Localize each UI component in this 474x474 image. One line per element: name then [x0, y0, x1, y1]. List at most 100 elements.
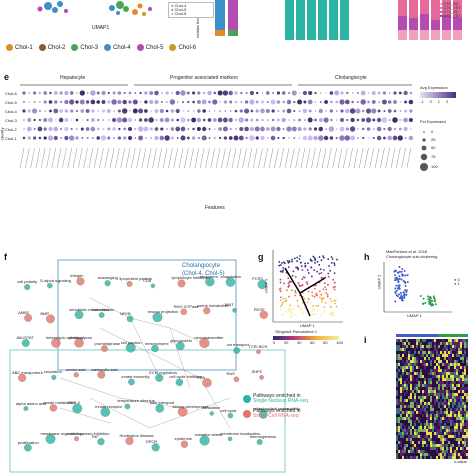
heatmap-cell — [458, 393, 460, 396]
pseudotime-dot — [278, 260, 281, 263]
dot — [409, 91, 413, 95]
panel-letter-f: f — [4, 252, 7, 262]
heatmap-cell — [400, 363, 402, 366]
dot — [144, 100, 148, 104]
heatmap-cell — [444, 447, 446, 450]
heatmap-cell — [456, 453, 458, 456]
heatmap-cell — [428, 429, 430, 432]
heatmap-cell — [406, 366, 408, 369]
dot — [154, 109, 159, 113]
pseudotime-dot — [336, 258, 338, 261]
macparland-legend: ● 0 ● 1 — [454, 277, 460, 286]
dot — [387, 126, 392, 132]
dot — [38, 136, 42, 140]
heatmap-cell — [420, 408, 422, 411]
heatmap-cell — [462, 441, 464, 444]
heatmap-cell — [418, 411, 420, 414]
heatmap-cell — [460, 429, 462, 432]
dotplot-ylabel: Identity — [0, 127, 5, 141]
heatmap-cell — [436, 348, 438, 351]
dot — [91, 136, 94, 140]
heatmap-cell — [426, 405, 428, 408]
pathway-node — [73, 372, 79, 378]
macparland-dot — [429, 299, 432, 302]
pseudotime-axis-x: UMAP 1 — [300, 323, 315, 328]
heatmap-cell — [432, 363, 434, 366]
heatmap-cell — [440, 384, 442, 387]
heatmap-cell — [450, 441, 452, 444]
heatmap-cell — [418, 369, 420, 372]
heatmap-cell — [434, 375, 436, 378]
cluster-legend-label: Chol-4 — [113, 44, 131, 51]
heatmap-cell — [460, 456, 462, 459]
heatmap-cell — [428, 420, 430, 423]
heatmap-cell — [466, 402, 468, 405]
heatmap-cell — [466, 363, 468, 366]
heatmap-cell — [422, 339, 424, 342]
heatmap-cell — [456, 414, 458, 417]
heatmap-cell — [400, 420, 402, 423]
heatmap-cell — [402, 393, 404, 396]
macparland-dot — [405, 291, 408, 294]
heatmap-cell — [404, 375, 406, 378]
heatmap-cell — [442, 387, 444, 390]
dot — [345, 127, 349, 131]
heatmap-cell — [418, 339, 420, 342]
heatmap-cell — [426, 414, 428, 417]
dot — [75, 109, 79, 113]
dot — [235, 119, 237, 121]
dot — [349, 108, 356, 114]
heatmap-cell — [456, 405, 458, 408]
heatmap-cell — [444, 438, 446, 441]
macparland-dot — [406, 281, 409, 284]
dot — [372, 137, 375, 139]
dot — [116, 117, 123, 123]
heatmap-cell — [456, 429, 458, 432]
dot — [49, 91, 52, 95]
heatmap-cell — [412, 411, 414, 414]
heatmap-cell — [410, 351, 412, 354]
legend-tick: 25 — [431, 137, 436, 142]
pseudotime-dot — [278, 288, 281, 291]
heatmap-cell — [440, 387, 442, 390]
heatmap-cell — [434, 342, 436, 345]
heatmap-cell — [400, 426, 402, 429]
heatmap-cell — [422, 354, 424, 357]
macparland-dot — [396, 271, 399, 274]
gene-tick — [253, 147, 258, 169]
heatmap-cell — [400, 453, 402, 456]
gene-tick — [51, 147, 56, 169]
heatmap-cell — [444, 375, 446, 378]
heatmap-cell — [442, 426, 444, 429]
heatmap-cell — [448, 444, 450, 447]
pseudotime-dot — [298, 284, 301, 287]
heatmap-cell — [410, 414, 412, 417]
heatmap-cell — [396, 381, 398, 384]
heatmap-cell — [466, 426, 468, 429]
heatmap-cell — [458, 411, 460, 414]
dot — [249, 135, 255, 141]
heatmap-cell — [416, 435, 418, 438]
heatmap-cell — [420, 393, 422, 396]
heatmap-cell — [452, 438, 454, 441]
dot — [255, 109, 259, 113]
heatmap-cell — [416, 399, 418, 402]
heatmap-cell — [410, 381, 412, 384]
pathway-node — [24, 283, 31, 291]
heatmap-cell — [464, 375, 466, 378]
heatmap-cell — [458, 402, 460, 405]
dot — [149, 91, 154, 95]
heatmap-cell — [466, 414, 468, 417]
heatmap-cell — [466, 453, 468, 456]
dot — [335, 128, 338, 130]
network-terms: cell polarity G-alpha signaling integrin sc… — [0, 258, 300, 474]
heatmap-cell — [408, 408, 410, 411]
heatmap-cell — [406, 420, 408, 423]
heatmap-cell — [454, 351, 456, 354]
heatmap-cell — [448, 372, 450, 375]
heatmap-cell — [440, 405, 442, 408]
heatmap-cell — [396, 351, 398, 354]
pseudotime-dot — [293, 257, 296, 260]
heatmap-cell — [406, 432, 408, 435]
heatmap-cell — [432, 408, 434, 411]
